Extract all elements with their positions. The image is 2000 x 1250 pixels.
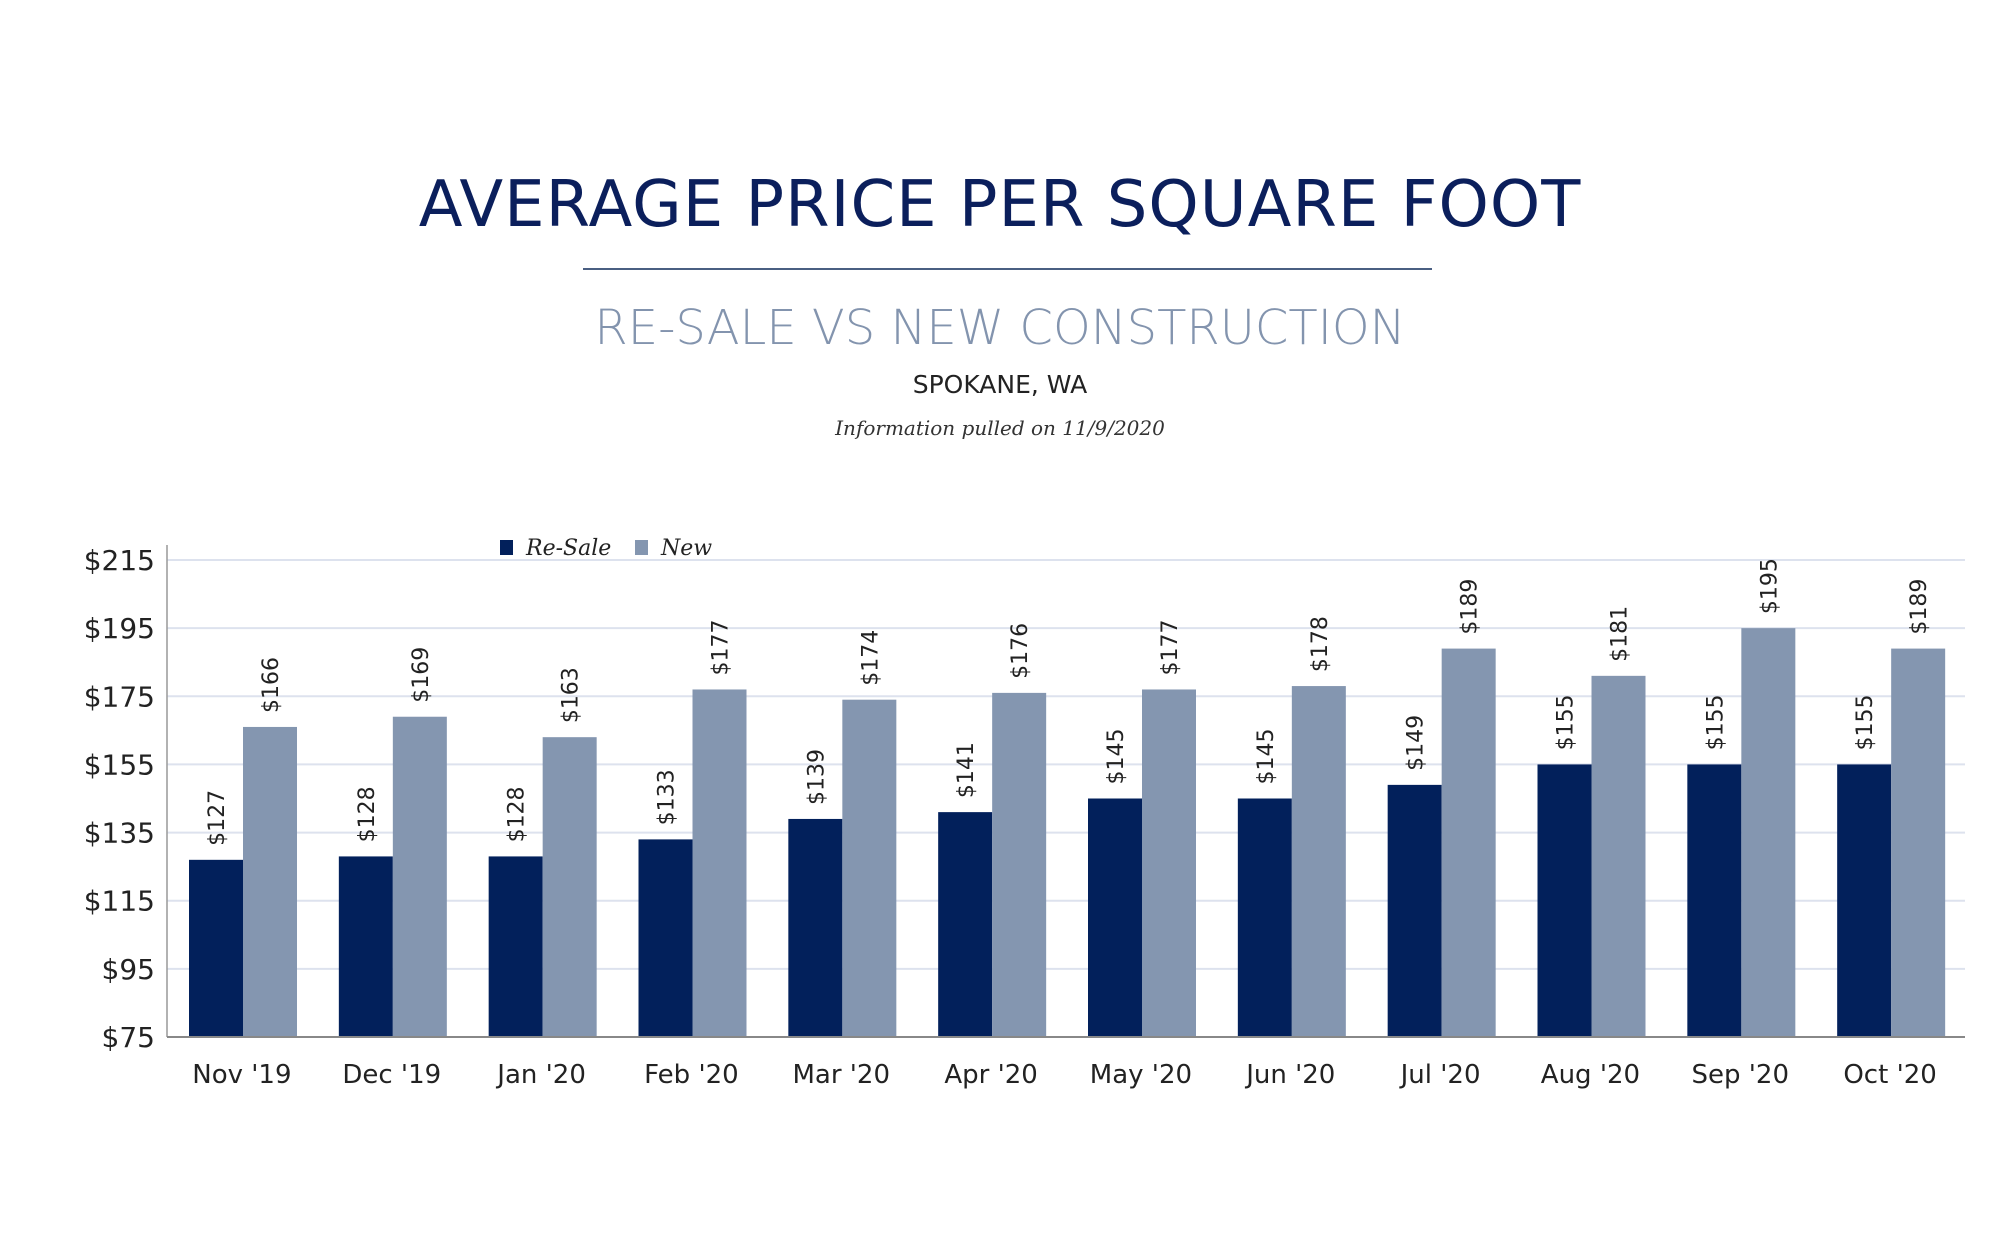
data-label: $155 xyxy=(1703,694,1728,750)
x-tick-label: Aug '20 xyxy=(1541,1060,1640,1090)
bar-new xyxy=(842,699,897,1037)
data-label: $145 xyxy=(1254,729,1279,785)
y-tick-label: $115 xyxy=(84,885,155,918)
y-tick-label: $215 xyxy=(84,544,155,577)
data-label: $189 xyxy=(1907,579,1932,635)
bar-new xyxy=(243,726,297,1037)
legend-swatch xyxy=(635,540,648,555)
x-tick-label: Jun '20 xyxy=(1244,1060,1335,1090)
data-label: $145 xyxy=(1104,729,1129,785)
data-label: $195 xyxy=(1757,558,1782,614)
data-label: $139 xyxy=(804,749,829,805)
data-label: $155 xyxy=(1554,694,1579,750)
bar-resale xyxy=(189,859,243,1037)
bar-resale xyxy=(1687,764,1742,1037)
data-label: $127 xyxy=(205,790,230,846)
data-label: $176 xyxy=(1008,623,1033,679)
chart-subtitle: RE-SALE VS NEW CONSTRUCTION xyxy=(594,300,1406,356)
legend-swatch xyxy=(500,540,513,555)
data-label: $174 xyxy=(858,630,883,686)
data-label: $189 xyxy=(1458,579,1483,635)
data-label: $169 xyxy=(409,647,434,703)
info-note: Information pulled on 11/9/2020 xyxy=(835,416,1165,440)
y-tick-label: $155 xyxy=(84,748,155,781)
bar-new xyxy=(992,692,1047,1037)
y-tick-label: $135 xyxy=(84,817,155,850)
location-label: SPOKANE, WA xyxy=(912,370,1088,399)
x-tick-label: Jul '20 xyxy=(1399,1060,1481,1090)
bar-new xyxy=(692,689,747,1037)
data-label: $166 xyxy=(259,657,284,713)
data-label: $163 xyxy=(559,667,584,723)
bar-new xyxy=(1142,689,1196,1037)
y-tick-label: $195 xyxy=(84,612,155,645)
data-label: $155 xyxy=(1853,694,1878,750)
title-divider xyxy=(583,268,1432,270)
bar-resale xyxy=(1837,764,1892,1037)
x-tick-label: Apr '20 xyxy=(944,1060,1037,1090)
data-label: $178 xyxy=(1308,616,1333,672)
bar-new xyxy=(542,737,597,1037)
bar-resale xyxy=(1537,764,1592,1037)
data-label: $149 xyxy=(1404,715,1429,771)
bar-resale xyxy=(1387,784,1442,1037)
bar-resale xyxy=(788,818,843,1037)
data-label: $177 xyxy=(709,619,734,675)
legend-label: New xyxy=(660,536,712,561)
x-tick-label: Oct '20 xyxy=(1843,1060,1936,1090)
data-label: $133 xyxy=(655,769,680,825)
bar-new xyxy=(1741,628,1796,1037)
data-label: $141 xyxy=(954,742,979,798)
bar-resale xyxy=(1088,798,1142,1037)
data-label: $128 xyxy=(505,786,530,842)
x-tick-label: Nov '19 xyxy=(192,1060,291,1090)
bar-new xyxy=(1591,675,1646,1037)
x-tick-label: Sep '20 xyxy=(1692,1060,1790,1090)
y-tick-label: $95 xyxy=(102,953,155,986)
y-tick-label: $175 xyxy=(84,680,155,713)
bar-new xyxy=(1891,648,1946,1037)
legend-label: Re-Sale xyxy=(525,536,611,561)
data-label: $177 xyxy=(1158,619,1183,675)
chart-title: AVERAGE PRICE PER SQUARE FOOT xyxy=(418,168,1582,242)
data-label: $181 xyxy=(1608,606,1633,662)
bar-resale xyxy=(1237,798,1292,1037)
x-tick-label: Jan '20 xyxy=(495,1060,586,1090)
bar-new xyxy=(392,716,447,1037)
x-tick-label: May '20 xyxy=(1090,1060,1192,1090)
bar-resale xyxy=(938,812,993,1037)
data-label: $128 xyxy=(355,786,380,842)
bar-resale xyxy=(338,856,393,1037)
x-tick-label: Mar '20 xyxy=(792,1060,890,1090)
bar-resale xyxy=(638,839,693,1037)
bar-resale xyxy=(488,856,543,1037)
x-tick-label: Feb '20 xyxy=(644,1060,739,1090)
bar-new xyxy=(1441,648,1496,1037)
x-tick-label: Dec '19 xyxy=(342,1060,441,1090)
bar-new xyxy=(1291,686,1346,1037)
y-tick-label: $75 xyxy=(102,1021,155,1054)
